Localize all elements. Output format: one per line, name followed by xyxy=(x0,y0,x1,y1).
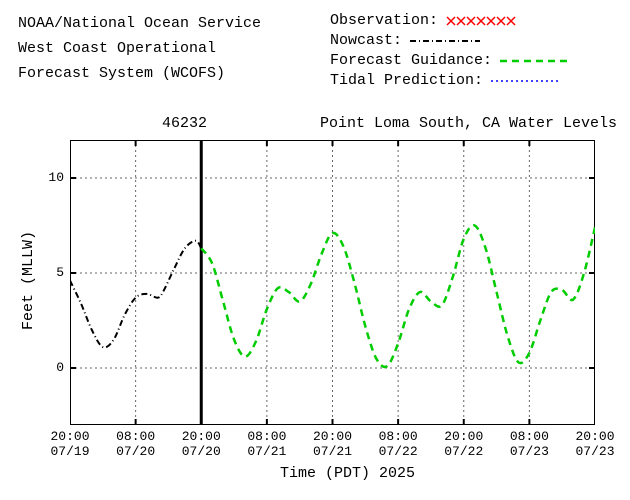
chart-container: NOAA/National Ocean Service West Coast O… xyxy=(0,0,630,500)
x-axis-label: Time (PDT) 2025 xyxy=(280,465,415,482)
y-tick: 10 xyxy=(34,170,64,185)
x-tick-time: 20:00 xyxy=(48,429,92,444)
legend-nowcast-label: Nowcast: xyxy=(330,32,402,49)
header-line-3: Forecast System (WCOFS) xyxy=(18,65,225,82)
x-tick-date: 07/20 xyxy=(179,444,223,459)
legend-nowcast: Nowcast: xyxy=(330,32,480,49)
plot-area xyxy=(70,140,595,425)
x-tick-time: 20:00 xyxy=(311,429,355,444)
legend-forecast-label: Forecast Guidance: xyxy=(330,52,492,69)
x-tick-time: 08:00 xyxy=(245,429,289,444)
y-tick: 0 xyxy=(34,360,64,375)
legend-observation-label: Observation: xyxy=(330,12,438,29)
header-line-2: West Coast Operational xyxy=(18,40,216,57)
x-tick-time: 20:00 xyxy=(442,429,486,444)
x-tick-time: 08:00 xyxy=(507,429,551,444)
legend-forecast: Forecast Guidance: xyxy=(330,52,570,69)
x-tick-date: 07/21 xyxy=(311,444,355,459)
x-tick-date: 07/20 xyxy=(114,444,158,459)
legend-forecast-sample xyxy=(500,54,570,68)
station-id: 46232 xyxy=(162,115,207,132)
x-tick-date: 07/23 xyxy=(507,444,551,459)
x-tick-time: 20:00 xyxy=(179,429,223,444)
y-axis-label: Feet (MLLW) xyxy=(20,231,37,330)
x-tick-date: 07/19 xyxy=(48,444,92,459)
x-tick-date: 07/22 xyxy=(442,444,486,459)
x-tick-date: 07/21 xyxy=(245,444,289,459)
legend-observation-sample xyxy=(446,14,516,28)
x-tick-date: 07/22 xyxy=(376,444,420,459)
x-tick-date: 07/23 xyxy=(573,444,617,459)
x-tick-time: 08:00 xyxy=(376,429,420,444)
header-line-1: NOAA/National Ocean Service xyxy=(18,15,261,32)
legend-tidal-sample xyxy=(491,74,561,88)
y-tick: 5 xyxy=(34,265,64,280)
chart-title: Point Loma South, CA Water Levels xyxy=(320,115,617,132)
legend-tidal: Tidal Prediction: xyxy=(330,72,561,89)
legend-nowcast-sample xyxy=(410,34,480,48)
legend-observation: Observation: xyxy=(330,12,516,29)
legend-tidal-label: Tidal Prediction: xyxy=(330,72,483,89)
x-tick-time: 08:00 xyxy=(114,429,158,444)
x-tick-time: 20:00 xyxy=(573,429,617,444)
